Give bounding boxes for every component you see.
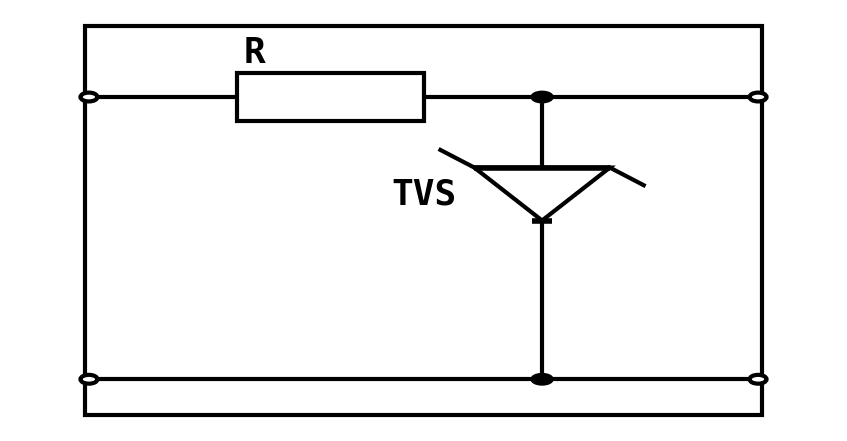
Circle shape (80, 93, 97, 101)
Circle shape (531, 374, 553, 385)
Bar (85, 26, 762, 415)
Circle shape (531, 91, 553, 103)
Bar (237, 73, 424, 121)
Circle shape (80, 375, 97, 384)
Text: TVS: TVS (390, 177, 457, 211)
Circle shape (750, 375, 767, 384)
Circle shape (750, 93, 767, 101)
Text: R: R (243, 36, 265, 70)
